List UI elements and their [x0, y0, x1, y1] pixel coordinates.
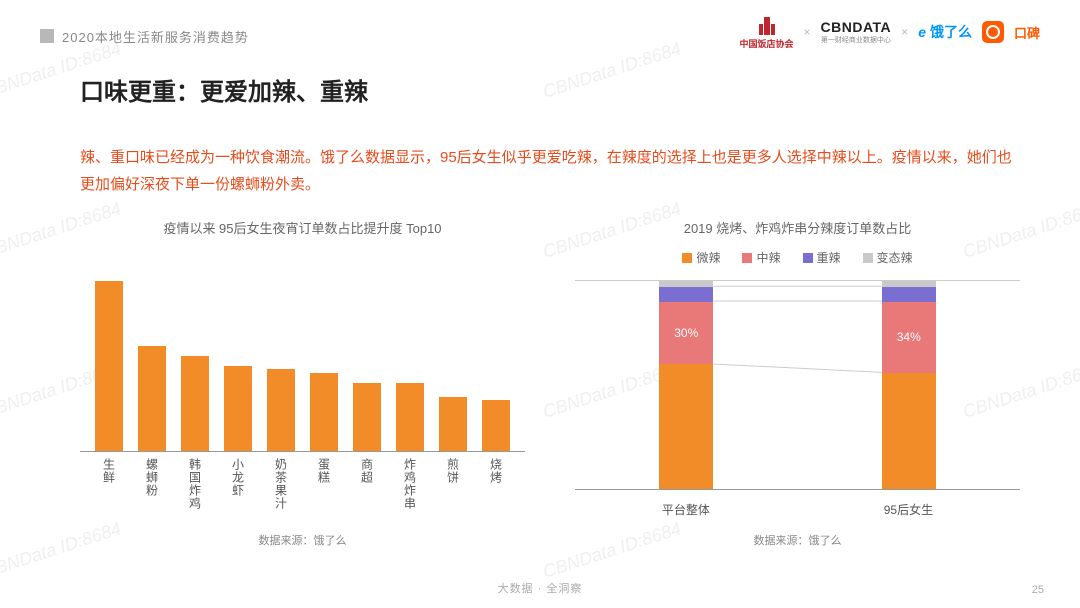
legend-swatch — [742, 253, 752, 263]
legend-label: 中辣 — [756, 249, 780, 266]
bar-wrap — [135, 346, 169, 451]
bar-label: 韩国炸鸡 — [187, 458, 204, 518]
bar — [482, 400, 510, 451]
stacked-segment — [882, 281, 936, 287]
logo-separator: × — [804, 25, 811, 39]
right-chart-title: 2019 烧烤、炸鸡炸串分辣度订单数占比 — [575, 218, 1020, 237]
stacked-segment — [659, 281, 713, 287]
stacked-column: 34% — [882, 281, 936, 489]
logo-assoc-main: 中国饭店协会 — [740, 37, 794, 50]
logo-hotel-association: 中国饭店协会 — [740, 15, 794, 50]
legend-item: 变态辣 — [863, 249, 913, 266]
logo-eleme: e 饿了么 — [918, 22, 972, 42]
logo-koubei-text: 口碑 — [1014, 23, 1040, 42]
bar — [95, 281, 123, 451]
building-icon — [756, 15, 778, 37]
footer-center: 大数据 · 全洞察 — [0, 580, 1080, 596]
bar-wrap — [264, 369, 298, 451]
bar-labels-row: 生鲜 螺蛳粉 韩国炸鸡 小龙虾 奶茶果汁 蛋糕商超 炸鸡炸串 煎饼烧烤 — [80, 452, 525, 518]
legend-label: 重辣 — [817, 249, 841, 266]
eleme-e-icon: e — [918, 24, 926, 40]
stacked-segment — [882, 287, 936, 302]
bar-label: 生鲜 — [101, 458, 118, 518]
bar-wrap — [178, 356, 212, 451]
legend-label: 微辣 — [696, 249, 720, 266]
bar-wrap — [479, 400, 513, 451]
bar-label: 奶茶果汁 — [273, 458, 290, 518]
bar — [353, 383, 381, 451]
legend-item: 中辣 — [742, 249, 780, 266]
left-chart-source: 数据来源：饿了么 — [80, 532, 525, 548]
x-label: 平台整体 — [662, 501, 710, 518]
stacked-segment: 30% — [659, 302, 713, 364]
stacked-segment — [882, 373, 936, 489]
legend-item: 微辣 — [682, 249, 720, 266]
bar-label: 烧烤 — [488, 458, 505, 518]
body-paragraph: 辣、重口味已经成为一种饮食潮流。饿了么数据显示，95后女生似乎更爱吃辣，在辣度的… — [80, 144, 1020, 198]
bar-wrap — [92, 281, 126, 451]
page-number: 25 — [1032, 584, 1044, 596]
stacked-segment — [659, 364, 713, 489]
legend-swatch — [863, 253, 873, 263]
segment-pct-label: 34% — [897, 330, 921, 344]
bar-wrap — [350, 383, 384, 451]
logo-row: 中国饭店协会 × CBNDATA 第一财经商业数据中心 × e 饿了么 口碑 — [740, 14, 1041, 50]
bar-label: 螺蛳粉 — [144, 458, 161, 518]
legend: 微辣 中辣 重辣 变态辣 — [575, 249, 1020, 266]
legend-swatch — [803, 253, 813, 263]
bar-wrap — [393, 383, 427, 451]
logo-separator: × — [901, 25, 908, 39]
page-title: 口味更重：更爱加辣、重辣 — [80, 72, 368, 107]
bar-label: 商超 — [359, 458, 376, 518]
bar-wrap — [436, 397, 470, 451]
bar-wrap — [221, 366, 255, 451]
bar — [138, 346, 166, 451]
charts-row: 疫情以来 95后女生夜宵订单数占比提升度 Top10 生鲜 螺蛳粉 韩国炸鸡 小龙虾 奶… — [80, 218, 1020, 548]
bar — [396, 383, 424, 451]
slide: CBNData ID:8684 CBNData ID:8684 CBNData … — [0, 0, 1080, 608]
bar-wrap — [307, 373, 341, 451]
logo-cbn-main: CBNDATA — [821, 19, 892, 35]
stacked-chart-area: 30% 34% 平台整体 95后女生 — [575, 280, 1020, 518]
right-chart-source: 数据来源：饿了么 — [575, 532, 1020, 548]
bar — [267, 369, 295, 451]
koubei-icon — [986, 25, 1000, 39]
header-tag: 2020本地生活新服务消费趋势 — [62, 27, 249, 46]
stacked-column: 30% — [659, 281, 713, 489]
bar-label: 煎饼 — [445, 458, 462, 518]
bar-label: 小龙虾 — [230, 458, 247, 518]
bar — [181, 356, 209, 451]
stacked-x-labels: 平台整体 95后女生 — [575, 501, 1020, 518]
legend-item: 重辣 — [803, 249, 841, 266]
header-accent-box — [40, 29, 54, 43]
left-chart: 疫情以来 95后女生夜宵订单数占比提升度 Top10 生鲜 螺蛳粉 韩国炸鸡 小龙虾 奶… — [80, 218, 525, 548]
right-chart: 2019 烧烤、炸鸡炸串分辣度订单数占比 微辣 中辣 重辣 变态辣 30% 34% 平台… — [575, 218, 1020, 548]
bar — [310, 373, 338, 451]
logo-cbn-sub: 第一财经商业数据中心 — [821, 35, 891, 45]
left-chart-title: 疫情以来 95后女生夜宵订单数占比提升度 Top10 — [80, 218, 525, 237]
bar — [439, 397, 467, 451]
segment-pct-label: 30% — [674, 326, 698, 340]
stacked-segment: 34% — [882, 302, 936, 373]
bar — [224, 366, 252, 451]
stacked-segment — [659, 287, 713, 302]
bar-label: 蛋糕 — [316, 458, 333, 518]
legend-swatch — [682, 253, 692, 263]
legend-label: 变态辣 — [877, 249, 913, 266]
stacked-columns: 30% 34% — [575, 280, 1020, 490]
bar-label: 炸鸡炸串 — [402, 458, 419, 518]
logo-koubei — [982, 21, 1004, 43]
logo-cbndata: CBNDATA 第一财经商业数据中心 — [821, 19, 892, 45]
x-label: 95后女生 — [884, 501, 933, 518]
logo-eleme-text: 饿了么 — [930, 22, 972, 42]
bar-chart-area — [80, 265, 525, 452]
